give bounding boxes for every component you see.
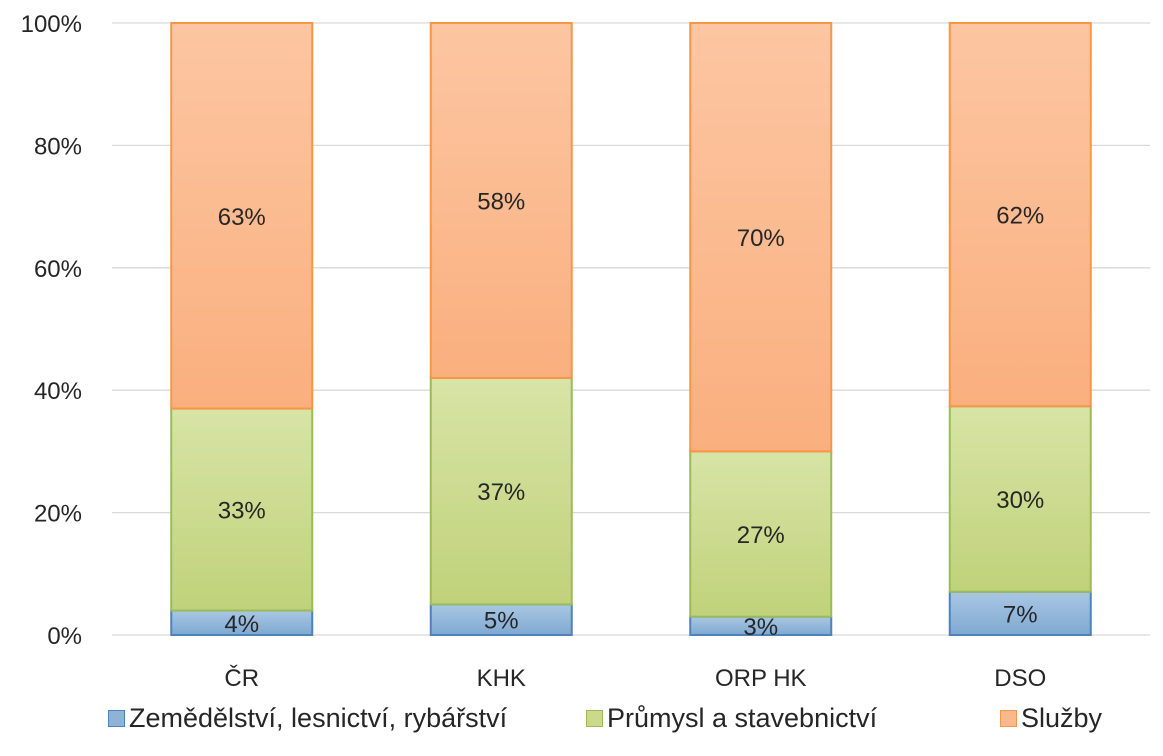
bars (170, 22, 1092, 637)
bar-segment (689, 22, 833, 453)
data-label: 70% (737, 225, 785, 252)
legend-item-services: Služby (1000, 698, 1102, 738)
data-label: 30% (996, 487, 1044, 514)
legend-swatch-agriculture (108, 709, 125, 727)
bar-segment (948, 22, 1092, 408)
axes: 0% 20% 40% 60% 80% 100% ČR KHK ORP HK DSO (21, 11, 1047, 692)
category-label: ORP HK (715, 665, 807, 692)
bar-segment (948, 405, 1092, 593)
legend-swatch-industry (586, 709, 603, 727)
data-label: 58% (477, 188, 525, 215)
data-label: 37% (477, 479, 525, 506)
data-label: 33% (218, 498, 266, 525)
y-tick-label: 60% (34, 256, 82, 283)
data-label: 5% (484, 608, 519, 635)
legend: Zemědělství, lesnictví, rybářství Průmys… (0, 698, 1163, 738)
bar-segment (429, 376, 573, 606)
y-tick-label: 40% (34, 378, 82, 405)
legend-item-agriculture: Zemědělství, lesnictví, rybářství (108, 698, 507, 738)
bar-segment (170, 22, 314, 410)
category-label: DSO (994, 665, 1046, 692)
data-label: 4% (224, 611, 259, 638)
y-tick-label: 100% (21, 11, 82, 38)
data-label: 62% (996, 203, 1044, 230)
category-label: ČR (224, 664, 259, 692)
bar-segment (429, 22, 573, 379)
data-label: 7% (1003, 601, 1038, 628)
data-label: 63% (218, 204, 266, 231)
legend-label-services: Služby (1021, 702, 1103, 733)
legend-label-agriculture: Zemědělství, lesnictví, rybářství (129, 702, 508, 733)
data-labels: 4% 33% 63% 5% 37% 58% 3% 27% 70% 7% 30% 62% (218, 188, 1045, 640)
y-tick-label: 20% (34, 501, 82, 528)
bar-segment (170, 407, 314, 612)
legend-swatch-services (1000, 709, 1017, 727)
data-label: 27% (737, 522, 785, 549)
bar-segment (948, 590, 1092, 637)
legend-item-industry: Průmysl a stavebnictví (586, 698, 877, 738)
y-tick-label: 80% (34, 133, 82, 160)
category-label: KHK (477, 665, 526, 692)
legend-label-industry: Průmysl a stavebnictví (607, 702, 878, 733)
data-label: 3% (743, 614, 778, 641)
y-tick-label: 0% (47, 623, 82, 650)
